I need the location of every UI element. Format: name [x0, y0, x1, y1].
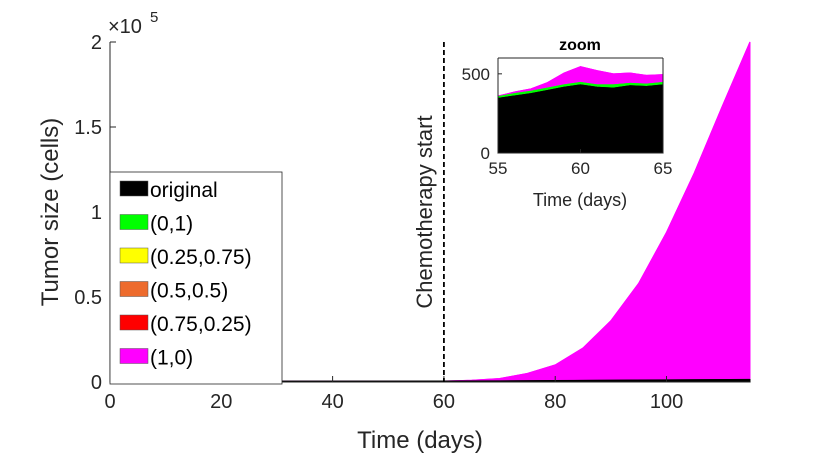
main-x-tick-label: 100	[650, 391, 683, 413]
inset-title: zoom	[559, 37, 601, 54]
main-y-tick-label: 1.5	[74, 117, 102, 139]
legend-label: (0.25,0.75)	[150, 246, 252, 269]
y-exponent-base: ×10	[108, 16, 142, 38]
main-x-tick-label: 20	[210, 391, 232, 413]
main-y-tick-label: 0.5	[74, 287, 102, 309]
chemotherapy-annotation: Chemotherapy start	[412, 115, 437, 308]
legend-label: (0.75,0.25)	[150, 313, 252, 336]
legend-swatch	[119, 314, 149, 331]
main-y-tick-label: 0	[91, 372, 102, 394]
y-exponent-power: 5	[150, 9, 158, 26]
inset-plot: 55 60 65 0 500	[462, 57, 673, 178]
inset-y-tick-label: 500	[462, 65, 490, 84]
legend-swatch	[119, 348, 149, 364]
inset-y-tick-label: 0	[481, 144, 490, 163]
legend-swatch	[119, 214, 149, 230]
main-x-tick-label: 80	[544, 391, 566, 413]
inset-line-1	[497, 82, 664, 98]
main-x-tick-label: 40	[321, 391, 343, 413]
inset-x-tick-label: 65	[654, 159, 673, 178]
inset-line-0	[497, 66, 664, 97]
legend-label: (1,0)	[150, 347, 193, 370]
main-y-tick-label: 2	[91, 32, 102, 54]
legend-label: original	[150, 179, 218, 202]
legend-label: (0,1)	[150, 213, 193, 236]
main-x-tick-label: 0	[104, 391, 115, 413]
legend-swatch	[119, 247, 149, 264]
main-y-tick-label: 1	[91, 202, 102, 224]
x-axis-label: Time (days)	[357, 427, 483, 454]
inset-line-2	[497, 84, 664, 99]
legend-label: (0.5,0.5)	[150, 280, 228, 303]
main-line-0	[109, 41, 751, 382]
inset-x-tick-label: 55	[489, 159, 508, 178]
inset-x-axis-label: Time (days)	[533, 190, 627, 210]
y-axis-label: Tumor size (cells)	[37, 118, 64, 306]
legend-swatch	[119, 281, 149, 297]
legend-swatch	[119, 180, 149, 197]
legend: original (0,1) (0.25,0.75) (0.5,0.5) (0.75,0…	[109, 171, 283, 385]
main-x-tick-label: 60	[433, 391, 455, 413]
inset-x-tick-label: 60	[571, 159, 590, 178]
